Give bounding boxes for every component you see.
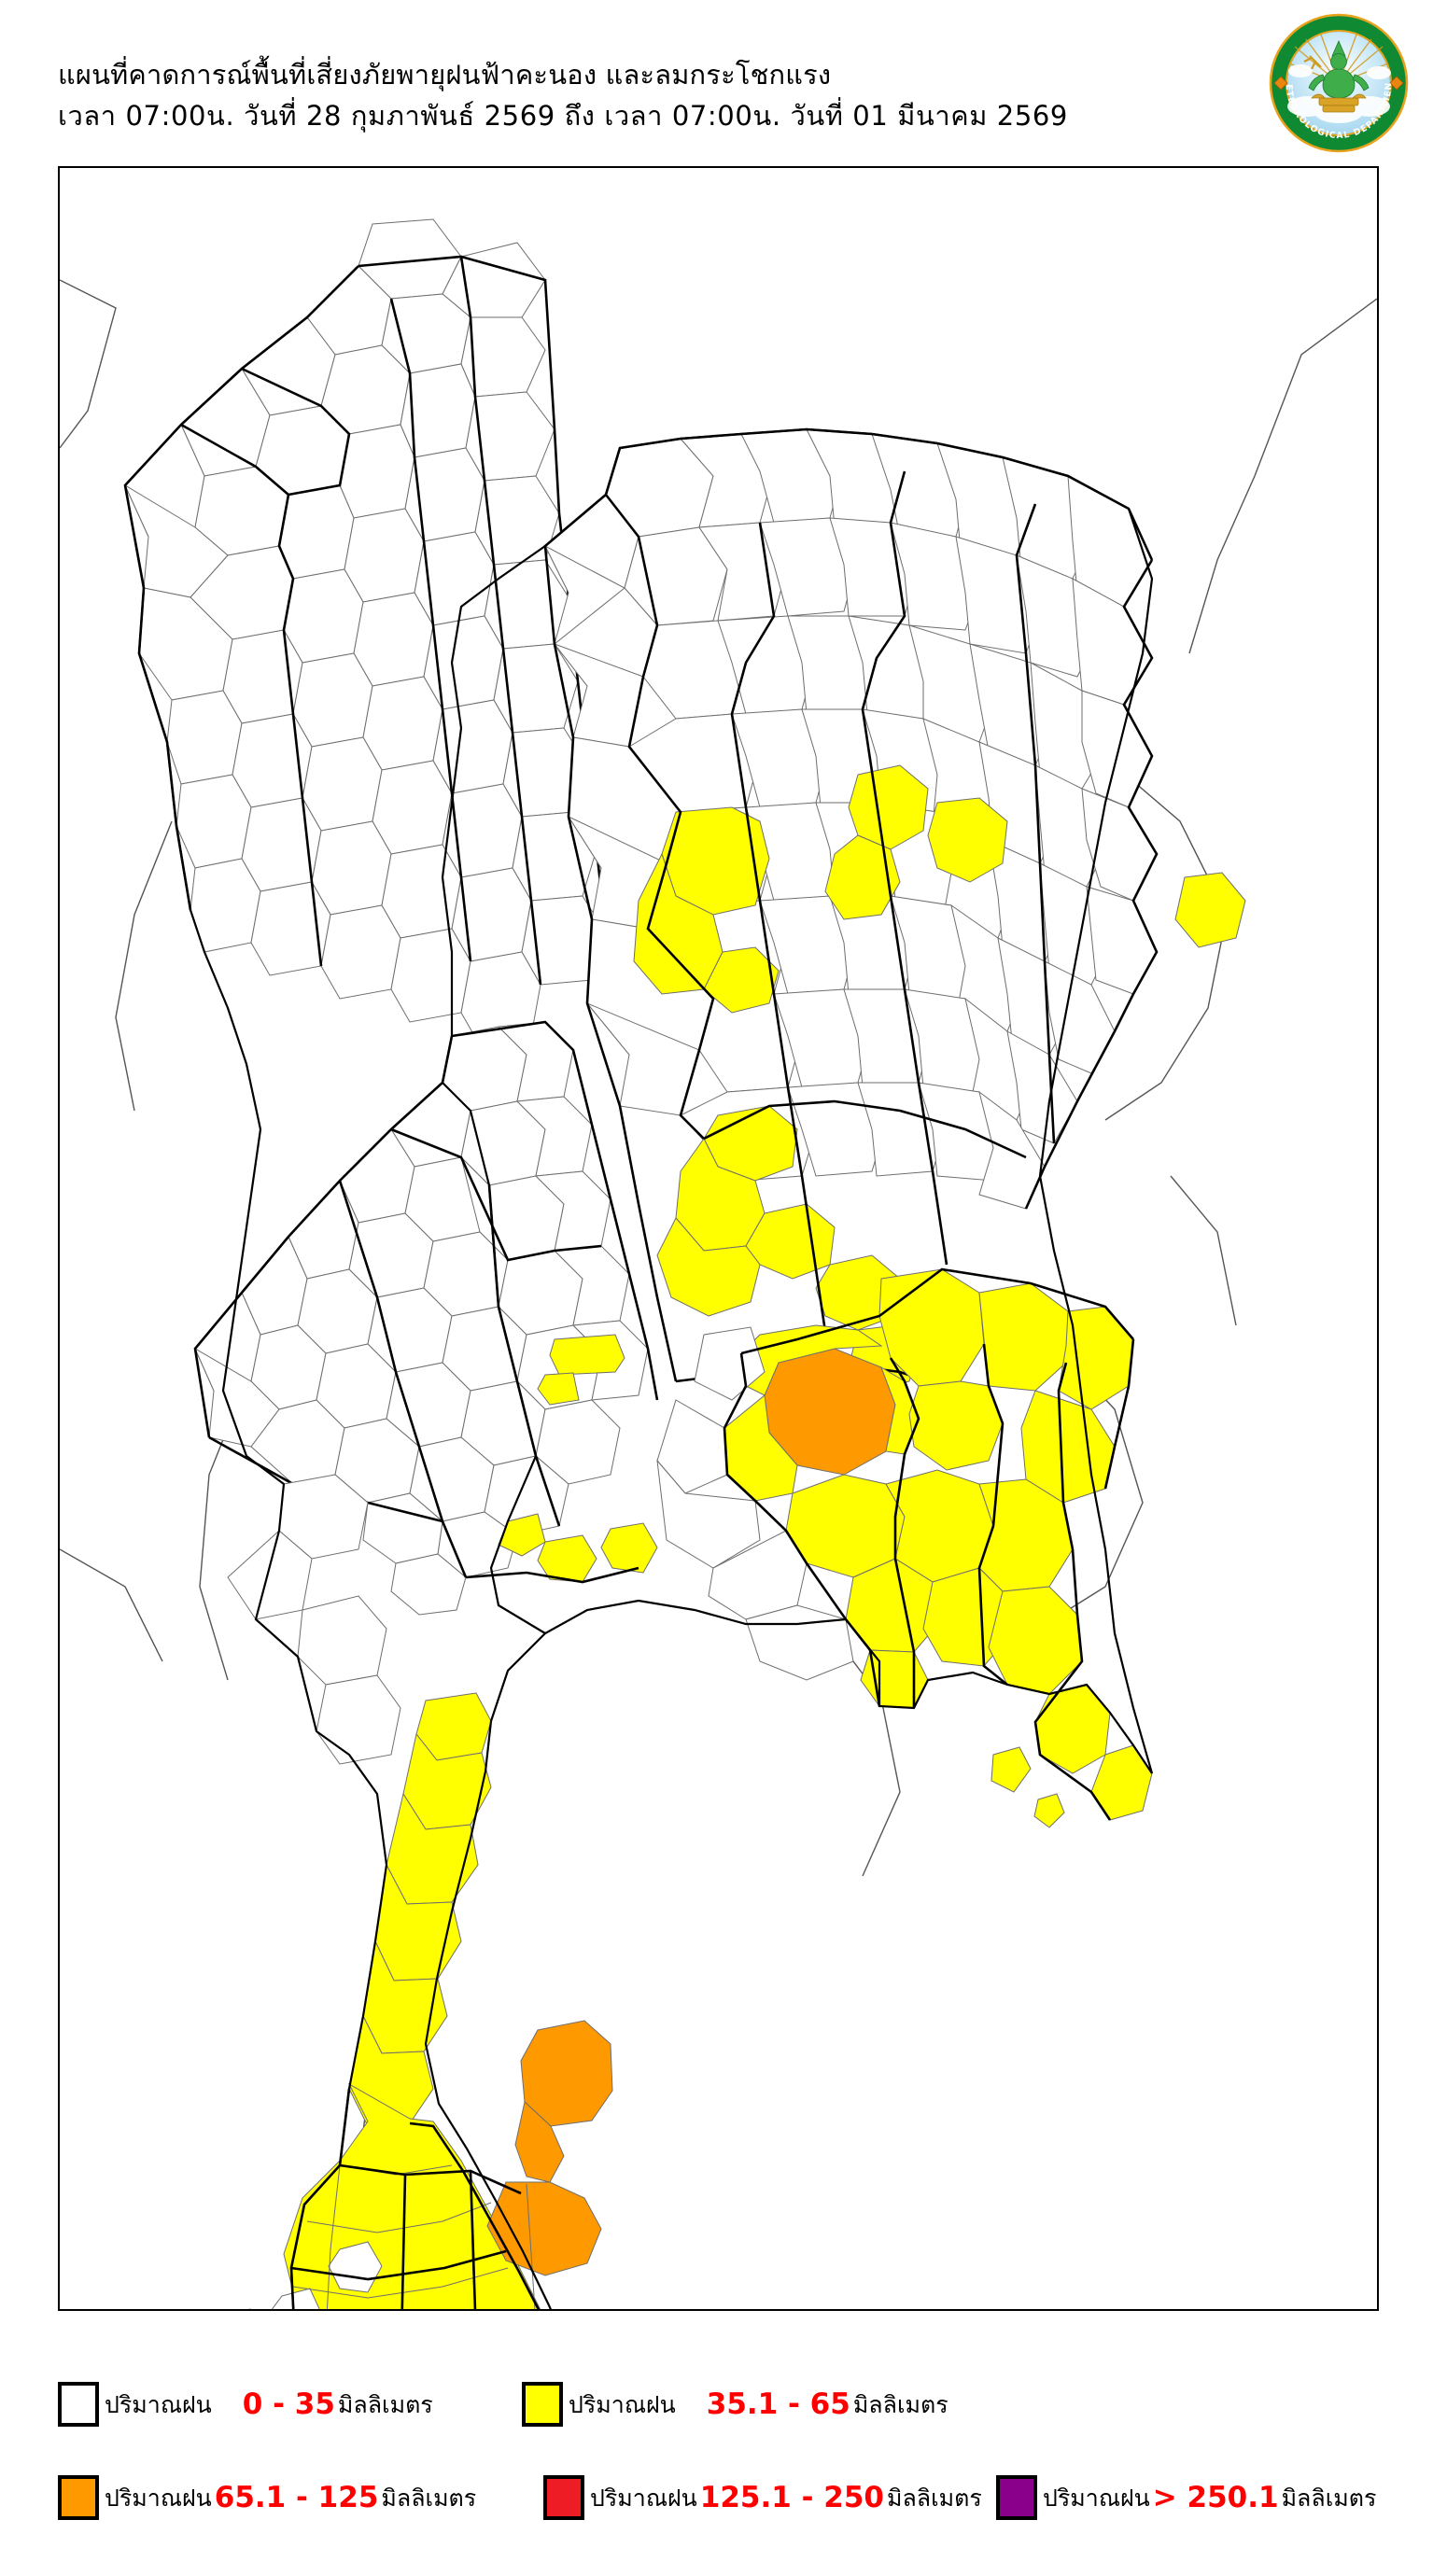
national-border [123,265,1154,2309]
legend-unit-over-250: มิลลิเมตร [1281,2484,1377,2512]
north-districts [123,218,607,1046]
legend-label-0-35: ปริมาณฝน [105,2390,212,2418]
rain-area-yellow [656,1217,761,1317]
rain-area-yellow [908,1380,1004,1471]
title-block: แผนที่คาดการณ์พื้นที่เสี่ยงภัยพายุฝนฟ้าค… [58,54,1225,136]
legend-range-over-250: > 250.1 [1152,2480,1279,2514]
east-district-lines [656,1326,854,1681]
rain-area-yellow [815,1254,901,1331]
northeast-districts [543,428,1158,1210]
region-north [123,218,608,1046]
rain-area-orange [520,2020,613,2127]
legend-swatch-over-250 [996,2475,1037,2520]
region-northeast [543,427,1246,1425]
tmd-seal-icon: กรมอุตุนิยมวิทยา METEOROLOGICAL DEPARTME… [1258,0,1414,157]
legend-item-125-250: ปริมาณฝน 125.1 - 250 มิลลิเมตร [543,2475,996,2520]
rain-area-yellow [978,1282,1069,1392]
legend-unit-125-250: มิลลิเมตร [886,2484,982,2512]
legend-row-1: ปริมาณฝน 0 - 35 มิลลิเมตร ปริมาณฝน 35.1 … [58,2359,1402,2449]
map-canvas [60,218,1377,2309]
rain-area-yellow [988,1586,1083,1695]
region-east [656,1267,1153,1828]
legend-range-0-35: 0 - 35 [242,2387,335,2421]
rainfall-legend: ปริมาณฝน 0 - 35 มิลลิเมตร ปริมาณฝน 35.1 … [58,2333,1402,2529]
legend-label-35-65: ปริมาณฝน [569,2390,676,2418]
central-districts [193,1021,649,1616]
rain-area-yellow [600,1522,658,1574]
rain-area-yellow [927,797,1008,883]
rain-area-yellow [1058,1306,1134,1410]
rain-area-yellow [1174,872,1246,948]
page-title: แผนที่คาดการณ์พื้นที่เสี่ยงภัยพายุฝนฟ้าค… [58,59,832,91]
rain-area-white [271,2288,320,2309]
rain-area-yellow [537,1372,580,1406]
rain-area-yellow [848,764,929,850]
legend-item-over-250: ปริมาณฝน > 250.1 มิลลิเมตร [996,2475,1402,2520]
west-districts [227,1474,401,1765]
legend-range-35-65: 35.1 - 65 [706,2387,850,2421]
legend-range-65-125: 65.1 - 125 [214,2480,379,2514]
region-central [193,1020,659,1616]
legend-item-35-65: ปริมาณฝน 35.1 - 65 มิลลิเมตร [522,2382,989,2427]
east-province-lines [723,1267,1135,1821]
legend-unit-0-35: มิลลิเมตร [337,2390,433,2418]
legend-swatch-65-125 [58,2475,99,2520]
legend-swatch-125-250 [543,2475,584,2520]
region-south [247,2020,613,2309]
legend-label-over-250: ปริมาณฝน [1043,2484,1150,2512]
legend-swatch-35-65 [522,2382,563,2427]
rain-area-yellow [549,1334,625,1376]
rain-area-orange [486,2181,602,2276]
legend-item-65-125: ปริมาณฝน 65.1 - 125 มิลลิเมตร [58,2475,543,2520]
legend-row-2: ปริมาณฝน 65.1 - 125 มิลลิเมตร ปริมาณฝน 1… [58,2453,1402,2542]
legend-unit-35-65: มิลลิเมตร [852,2390,948,2418]
page-header: แผนที่คาดการณ์พื้นที่เสี่ยงภัยพายุฝนฟ้าค… [0,0,1433,168]
forecast-period-subtitle: เวลา 07:00น. วันที่ 28 กุมภาพันธ์ 2569 ถ… [58,100,1068,132]
legend-unit-65-125: มิลลิเมตร [381,2484,477,2512]
legend-range-125-250: 125.1 - 250 [699,2480,884,2514]
legend-swatch-0-35 [58,2382,99,2427]
rain-area-yellow [1033,1793,1065,1828]
thailand-rainfall-risk-map [58,166,1379,2311]
legend-label-65-125: ปริมาณฝน [105,2484,212,2512]
rain-area-yellow [824,834,901,920]
legend-label-125-250: ปริมาณฝน [590,2484,697,2512]
rain-area-yellow [990,1746,1032,1793]
legend-item-0-35: ปริมาณฝน 0 - 35 มิลลิเมตร [58,2382,522,2427]
region-west [227,1474,492,2127]
